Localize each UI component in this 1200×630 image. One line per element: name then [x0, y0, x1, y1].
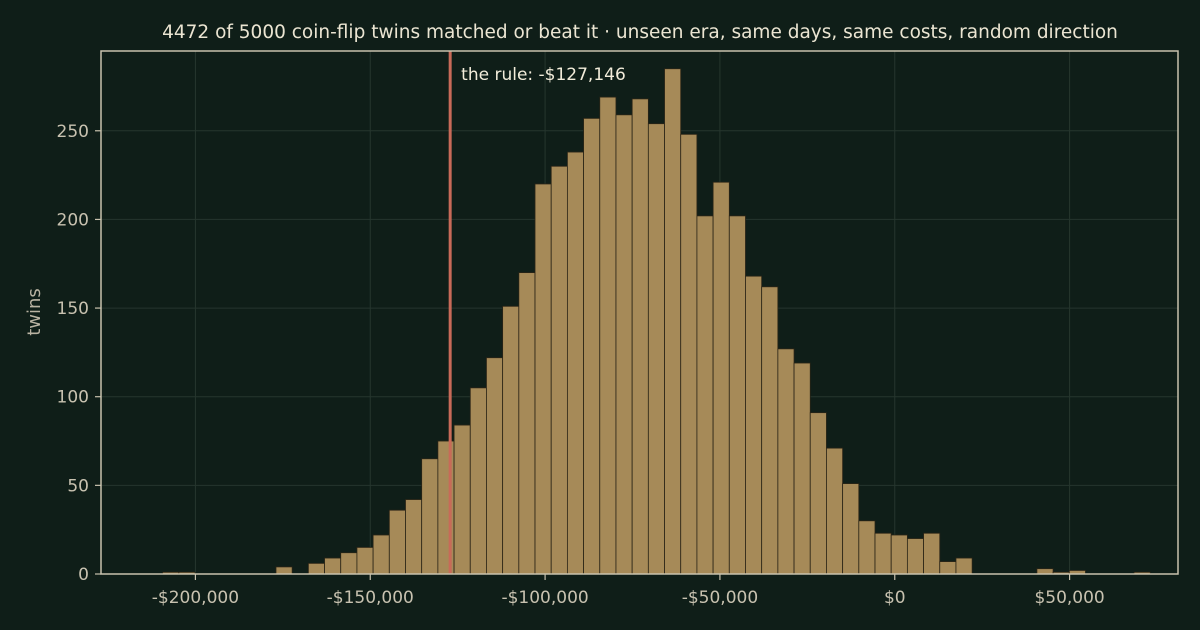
- histogram-bar: [696, 215, 714, 575]
- histogram-bar: [372, 534, 390, 575]
- histogram-bar: [583, 117, 601, 575]
- histogram-bar: [809, 412, 827, 575]
- x-axis-ticks: -$200,000 -$150,000 -$100,000 -$50,000 $0 $50…: [152, 574, 1105, 608]
- histogram-bar: [599, 96, 617, 575]
- histogram-bar: [405, 499, 423, 575]
- x-tick-label: -$150,000: [327, 588, 414, 608]
- histogram-bar: [728, 215, 746, 575]
- histogram-bar: [324, 557, 342, 575]
- histogram-bar: [307, 562, 325, 575]
- histogram-bar: [566, 151, 584, 575]
- histogram-bar: [388, 509, 406, 575]
- x-tick-label: -$50,000: [682, 588, 758, 608]
- y-tick-label: 0: [78, 565, 89, 585]
- histogram-bar: [858, 520, 876, 575]
- histogram-bar: [518, 272, 536, 575]
- y-tick-label: 100: [57, 388, 89, 408]
- histogram-bar: [955, 557, 973, 575]
- histogram-bar: [453, 424, 471, 575]
- histogram-bar: [340, 552, 358, 575]
- x-tick-label: -$100,000: [501, 588, 588, 608]
- histogram-bar: [664, 68, 682, 575]
- histogram-bar: [469, 387, 487, 575]
- histogram-bar: [502, 305, 520, 575]
- reference-line-label: the rule: -$127,146: [461, 65, 626, 85]
- histogram-bar: [761, 286, 779, 575]
- x-tick-label: $50,000: [1034, 588, 1104, 608]
- x-tick-label: $0: [884, 588, 906, 608]
- histogram-bar: [1036, 568, 1054, 575]
- histogram-bar: [615, 114, 633, 575]
- histogram-bar: [793, 362, 811, 575]
- histogram-bars: [162, 68, 1151, 575]
- histogram-bar: [745, 275, 763, 575]
- histogram-bar: [874, 532, 892, 575]
- histogram-bar: [550, 165, 568, 575]
- histogram-bar: [890, 534, 908, 575]
- histogram-bar: [486, 357, 504, 575]
- histogram-bar: [356, 547, 374, 575]
- histogram-bar: [421, 458, 439, 575]
- histogram-bar: [631, 98, 649, 575]
- y-tick-label: 250: [57, 122, 89, 142]
- x-tick-label: -$200,000: [152, 588, 239, 608]
- y-axis-ticks: 0 50 100 150 200 250: [57, 122, 101, 585]
- histogram-bar: [712, 181, 730, 575]
- histogram-bar: [777, 348, 795, 575]
- histogram-bar: [680, 133, 698, 575]
- histogram-bar: [534, 183, 552, 575]
- y-axis-label: twins: [24, 288, 45, 336]
- histogram-bar: [939, 561, 957, 575]
- chart-title: 4472 of 5000 coin-flip twins matched or …: [162, 22, 1118, 43]
- histogram-bar: [275, 566, 293, 575]
- histogram-bar: [647, 123, 665, 575]
- histogram-bar: [906, 538, 924, 575]
- plot-frame: [100, 50, 1179, 575]
- histogram-bar: [923, 532, 941, 575]
- y-tick-label: 150: [57, 299, 89, 319]
- histogram-bar: [842, 483, 860, 575]
- y-tick-label: 200: [57, 210, 89, 230]
- histogram-bar: [826, 447, 844, 575]
- y-tick-label: 50: [67, 476, 89, 496]
